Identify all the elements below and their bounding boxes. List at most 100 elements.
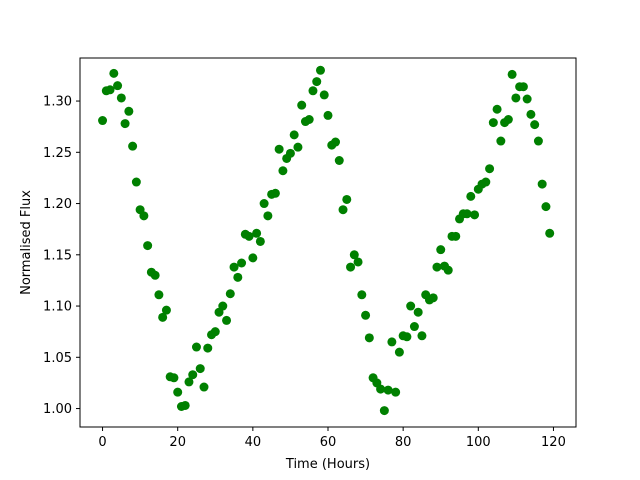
x-tick-label: 20 bbox=[169, 435, 186, 450]
data-point bbox=[120, 119, 130, 129]
data-point bbox=[361, 310, 371, 320]
data-point bbox=[462, 209, 472, 219]
data-point bbox=[383, 385, 393, 395]
data-point bbox=[222, 315, 232, 325]
data-point bbox=[349, 250, 359, 260]
data-point bbox=[173, 387, 183, 397]
data-point bbox=[161, 305, 171, 315]
data-point bbox=[541, 202, 551, 212]
data-point bbox=[109, 68, 119, 78]
x-axis-label: Time (Hours) bbox=[285, 457, 370, 472]
data-point bbox=[188, 370, 198, 380]
data-point bbox=[270, 188, 280, 198]
data-point bbox=[379, 406, 389, 416]
data-point bbox=[113, 81, 123, 91]
data-point bbox=[195, 364, 205, 374]
data-point bbox=[507, 69, 517, 79]
data-point bbox=[218, 301, 228, 311]
data-point bbox=[278, 166, 288, 176]
data-point bbox=[357, 290, 367, 300]
data-point bbox=[545, 228, 555, 238]
x-tick-label: 60 bbox=[320, 435, 337, 450]
data-point bbox=[353, 257, 363, 267]
data-point bbox=[387, 337, 397, 347]
y-tick-label: 1.25 bbox=[43, 146, 72, 161]
y-tick-label: 1.05 bbox=[43, 351, 72, 366]
y-tick-label: 1.00 bbox=[43, 402, 72, 417]
data-point bbox=[315, 65, 325, 75]
data-point bbox=[263, 211, 273, 221]
data-point bbox=[203, 343, 213, 353]
data-point bbox=[537, 179, 547, 189]
data-point bbox=[105, 85, 115, 95]
data-point bbox=[244, 231, 254, 241]
x-tick-label: 40 bbox=[245, 435, 262, 450]
data-point bbox=[526, 109, 536, 119]
data-point bbox=[274, 144, 284, 154]
data-point bbox=[143, 241, 153, 251]
data-point bbox=[413, 307, 423, 317]
data-point bbox=[154, 290, 164, 300]
data-point bbox=[338, 205, 348, 215]
data-point bbox=[518, 82, 528, 92]
data-point bbox=[364, 333, 374, 343]
data-point bbox=[169, 373, 179, 383]
data-point bbox=[255, 236, 265, 246]
data-point bbox=[259, 199, 269, 209]
data-point bbox=[308, 86, 318, 96]
data-point bbox=[128, 141, 138, 151]
data-point bbox=[485, 164, 495, 174]
data-point bbox=[98, 116, 108, 126]
y-tick-label: 1.10 bbox=[43, 300, 72, 315]
data-point bbox=[331, 137, 341, 147]
y-tick-label: 1.15 bbox=[43, 248, 72, 263]
data-point bbox=[511, 93, 521, 103]
data-point bbox=[342, 194, 352, 204]
data-point bbox=[443, 265, 453, 275]
data-point bbox=[285, 148, 295, 158]
data-point bbox=[503, 115, 513, 124]
data-point bbox=[237, 258, 247, 268]
data-point bbox=[139, 211, 149, 221]
data-point bbox=[376, 384, 386, 394]
data-point bbox=[248, 253, 258, 263]
data-point bbox=[533, 136, 543, 146]
data-point bbox=[488, 118, 498, 128]
data-point bbox=[229, 262, 239, 272]
x-tick-label: 100 bbox=[466, 435, 491, 450]
data-point bbox=[233, 272, 243, 282]
data-point bbox=[252, 228, 262, 238]
data-point bbox=[199, 382, 209, 392]
data-point bbox=[436, 245, 446, 255]
data-point bbox=[428, 293, 438, 303]
data-point bbox=[530, 120, 540, 130]
y-axis-label: Normalised Flux bbox=[19, 190, 34, 295]
data-point bbox=[470, 210, 480, 220]
data-point bbox=[184, 377, 194, 387]
y-tick-label: 1.20 bbox=[43, 197, 72, 212]
y-axis-ticks: 1.00 1.05 1.10 1.15 1.20 1.25 1.30 bbox=[43, 95, 80, 417]
data-point bbox=[417, 331, 427, 341]
data-point bbox=[394, 347, 404, 357]
data-point bbox=[158, 312, 168, 322]
data-point bbox=[402, 332, 412, 342]
data-point bbox=[496, 136, 506, 146]
x-tick-label: 80 bbox=[395, 435, 412, 450]
data-points bbox=[98, 65, 555, 416]
data-point bbox=[451, 231, 461, 241]
data-point bbox=[289, 130, 299, 140]
data-point bbox=[150, 270, 160, 280]
data-point bbox=[492, 104, 502, 114]
y-tick-label: 1.30 bbox=[43, 95, 72, 110]
x-tick-label: 120 bbox=[541, 435, 566, 450]
data-point bbox=[293, 142, 303, 152]
data-point bbox=[210, 327, 220, 337]
data-point bbox=[319, 90, 329, 100]
data-point bbox=[522, 94, 532, 104]
x-tick-label: 0 bbox=[98, 435, 106, 450]
data-point bbox=[466, 191, 476, 201]
data-point bbox=[432, 262, 442, 272]
data-point bbox=[312, 77, 322, 87]
data-point bbox=[191, 342, 201, 352]
